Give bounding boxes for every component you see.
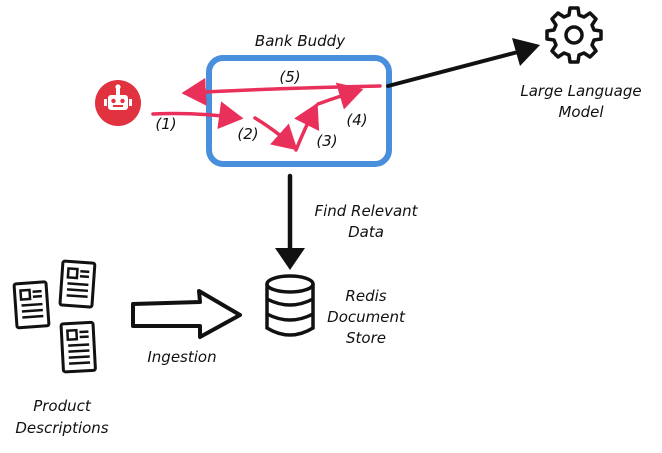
ingestion-arrow [131, 289, 242, 339]
arrow-to-llm [386, 38, 540, 88]
docs-label-line2: Descriptions [15, 419, 108, 437]
llm-label-line1: Large Language [520, 82, 641, 100]
store-label-line2: Document [327, 308, 406, 326]
step-label-2: (2) [237, 125, 258, 143]
flow-arrow-4 [316, 82, 364, 110]
flow-arrow-5 [181, 77, 382, 106]
ingestion-label: Ingestion [147, 348, 216, 366]
flow-arrow-1 [151, 101, 244, 130]
step-label-4: (4) [346, 111, 367, 129]
flow-arrow-3 [294, 102, 320, 152]
store-label-line3: Store [346, 329, 386, 347]
database-icon [265, 274, 315, 337]
find-relevant-label-line1: Find Relevant [314, 202, 418, 220]
step-label-1: (1) [155, 115, 176, 133]
bank-buddy-title: Bank Buddy [255, 32, 346, 50]
document-icon [12, 259, 97, 374]
llm-label-line2: Model [558, 103, 604, 121]
bank-buddy-box [206, 55, 392, 167]
step-label-5: (5) [279, 68, 300, 86]
gear-icon [545, 6, 603, 64]
flow-arrows [151, 77, 382, 152]
arrow-to-store [275, 173, 305, 270]
docs-label-line1: Product [33, 397, 92, 415]
flow-arrow-2 [253, 116, 298, 151]
robot-icon [95, 80, 141, 126]
step-label-3: (3) [316, 132, 337, 150]
find-relevant-label-line2: Data [348, 223, 384, 241]
store-label-line1: Redis [345, 287, 386, 305]
